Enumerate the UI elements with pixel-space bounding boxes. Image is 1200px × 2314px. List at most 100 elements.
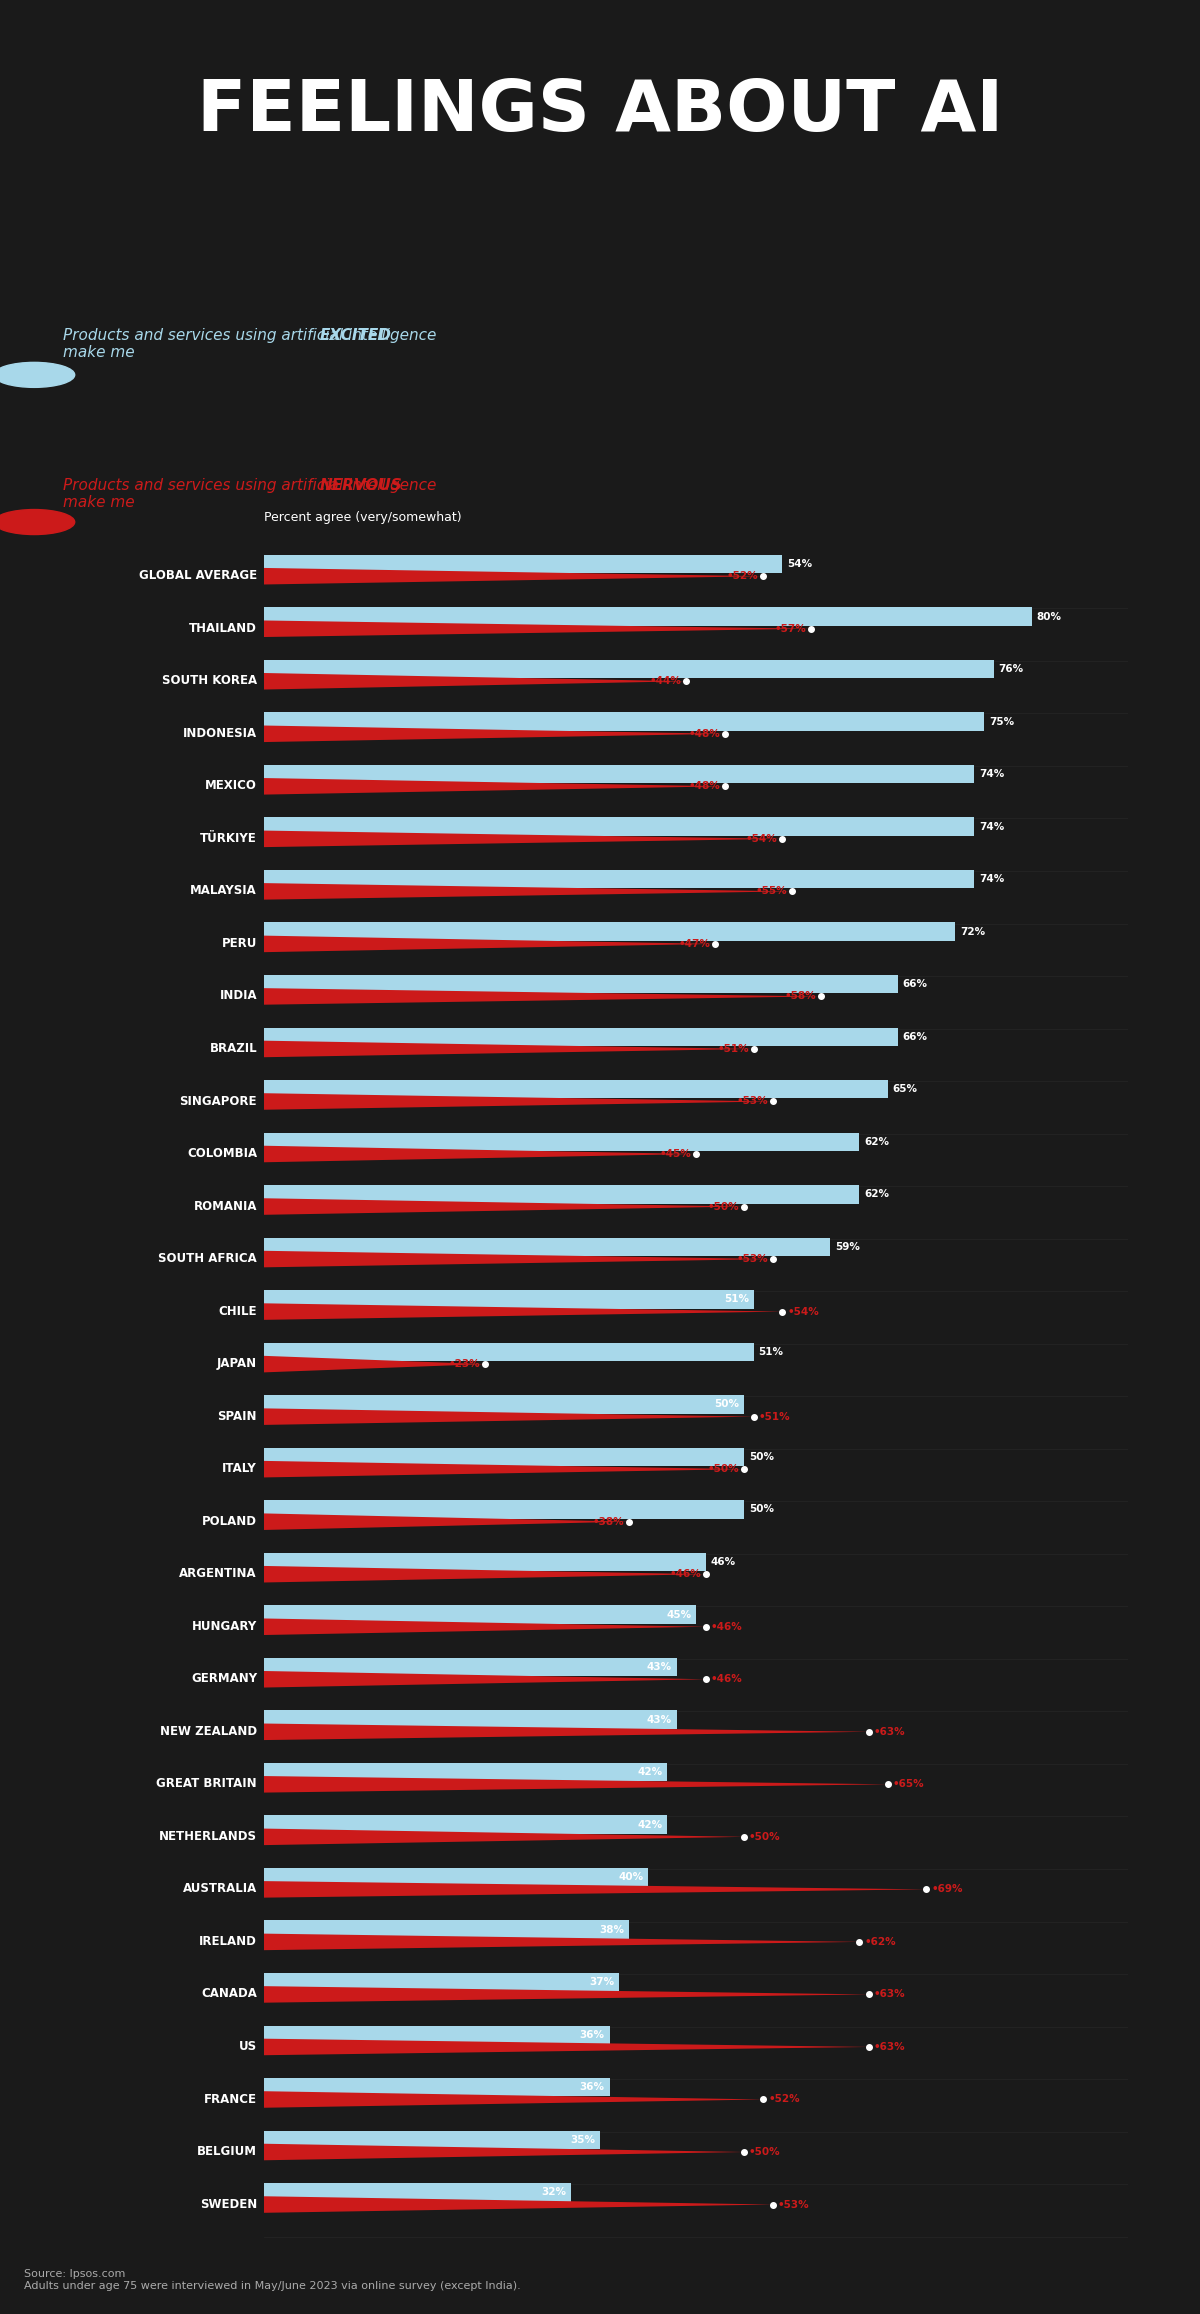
Text: •45%: •45% <box>660 1150 691 1159</box>
Polygon shape <box>264 2143 744 2161</box>
Text: •48%: •48% <box>689 729 720 738</box>
Text: •54%: •54% <box>787 1307 818 1317</box>
Polygon shape <box>264 1567 706 1583</box>
Polygon shape <box>264 1303 782 1319</box>
Text: •50%: •50% <box>749 1833 780 1842</box>
Text: •53%: •53% <box>737 1254 768 1263</box>
Polygon shape <box>264 1252 773 1268</box>
Bar <box>264 1921 629 1939</box>
Text: 50%: 50% <box>749 1504 774 1513</box>
Polygon shape <box>264 727 725 743</box>
Bar <box>264 870 974 889</box>
Text: 65%: 65% <box>893 1085 918 1095</box>
Polygon shape <box>264 884 792 900</box>
Bar <box>264 1132 859 1150</box>
Text: •46%: •46% <box>710 1622 742 1631</box>
Bar <box>264 1081 888 1099</box>
Text: 62%: 62% <box>864 1136 889 1148</box>
Text: 45%: 45% <box>666 1611 691 1620</box>
Polygon shape <box>264 1041 754 1057</box>
Text: •46%: •46% <box>670 1569 701 1578</box>
Text: •48%: •48% <box>689 782 720 791</box>
Text: NERVOUS: NERVOUS <box>319 477 402 493</box>
Bar <box>264 1185 859 1203</box>
Polygon shape <box>264 1985 869 2002</box>
Text: 36%: 36% <box>580 2029 605 2039</box>
Polygon shape <box>264 1777 888 1793</box>
Text: 74%: 74% <box>979 875 1004 884</box>
Bar <box>264 2078 610 2096</box>
Text: 50%: 50% <box>749 1451 774 1462</box>
Bar <box>264 1974 619 1992</box>
Polygon shape <box>264 1828 744 1844</box>
Text: •57%: •57% <box>775 625 806 634</box>
Polygon shape <box>264 1356 485 1372</box>
Text: 51%: 51% <box>724 1294 749 1305</box>
Polygon shape <box>264 2039 869 2055</box>
Text: •47%: •47% <box>678 939 710 949</box>
Text: •51%: •51% <box>718 1044 749 1053</box>
Bar <box>264 1238 830 1257</box>
Bar <box>264 1816 667 1833</box>
Text: 66%: 66% <box>902 979 928 988</box>
Polygon shape <box>264 567 763 585</box>
Polygon shape <box>264 620 811 636</box>
Text: •55%: •55% <box>756 886 787 896</box>
Text: •50%: •50% <box>708 1465 739 1474</box>
Text: •52%: •52% <box>727 572 758 581</box>
Bar <box>264 1867 648 1886</box>
Bar <box>264 1291 754 1307</box>
Text: •58%: •58% <box>785 990 816 1002</box>
Text: •50%: •50% <box>749 2147 780 2157</box>
Text: 74%: 74% <box>979 821 1004 831</box>
Text: 80%: 80% <box>1037 611 1062 622</box>
Bar <box>264 2025 610 2043</box>
Text: 37%: 37% <box>589 1976 614 1988</box>
Text: 74%: 74% <box>979 768 1004 780</box>
Text: •62%: •62% <box>864 1937 895 1946</box>
Bar <box>264 606 1032 625</box>
Text: •52%: •52% <box>768 2094 799 2103</box>
Text: 38%: 38% <box>599 1925 624 1935</box>
Text: •50%: •50% <box>708 1201 739 1213</box>
Bar <box>264 1499 744 1518</box>
Text: •65%: •65% <box>893 1779 924 1789</box>
Polygon shape <box>264 1409 754 1425</box>
Polygon shape <box>264 1881 926 1897</box>
Bar <box>264 974 898 993</box>
Text: 36%: 36% <box>580 2083 605 2092</box>
Text: •63%: •63% <box>874 1990 905 1999</box>
Bar <box>264 2131 600 2150</box>
Polygon shape <box>264 1724 869 1740</box>
Polygon shape <box>264 935 715 951</box>
Polygon shape <box>264 673 686 690</box>
Text: 40%: 40% <box>618 1872 643 1881</box>
Text: 42%: 42% <box>637 1819 662 1830</box>
Text: FEELINGS ABOUT AI: FEELINGS ABOUT AI <box>197 76 1003 146</box>
Text: 46%: 46% <box>710 1557 736 1567</box>
Text: 75%: 75% <box>989 717 1014 727</box>
Bar <box>264 1657 677 1675</box>
Text: •69%: •69% <box>931 1884 962 1895</box>
Bar <box>264 1027 898 1046</box>
Polygon shape <box>264 2196 773 2212</box>
Text: •63%: •63% <box>874 1726 905 1738</box>
Polygon shape <box>264 778 725 794</box>
Bar <box>264 1606 696 1624</box>
Bar <box>264 1710 677 1729</box>
Bar <box>264 1763 667 1782</box>
Text: 51%: 51% <box>758 1347 784 1356</box>
Text: EXCITED: EXCITED <box>319 329 391 342</box>
Text: 32%: 32% <box>541 2187 566 2198</box>
Polygon shape <box>264 1617 706 1636</box>
Bar <box>264 1449 744 1467</box>
Polygon shape <box>264 2092 763 2108</box>
Text: 76%: 76% <box>998 664 1024 673</box>
Text: •53%: •53% <box>778 2201 809 2210</box>
Polygon shape <box>264 1460 744 1476</box>
Bar <box>264 2182 571 2201</box>
Text: 42%: 42% <box>637 1768 662 1777</box>
Text: 72%: 72% <box>960 926 985 937</box>
Text: 66%: 66% <box>902 1032 928 1041</box>
Text: •54%: •54% <box>746 833 778 845</box>
